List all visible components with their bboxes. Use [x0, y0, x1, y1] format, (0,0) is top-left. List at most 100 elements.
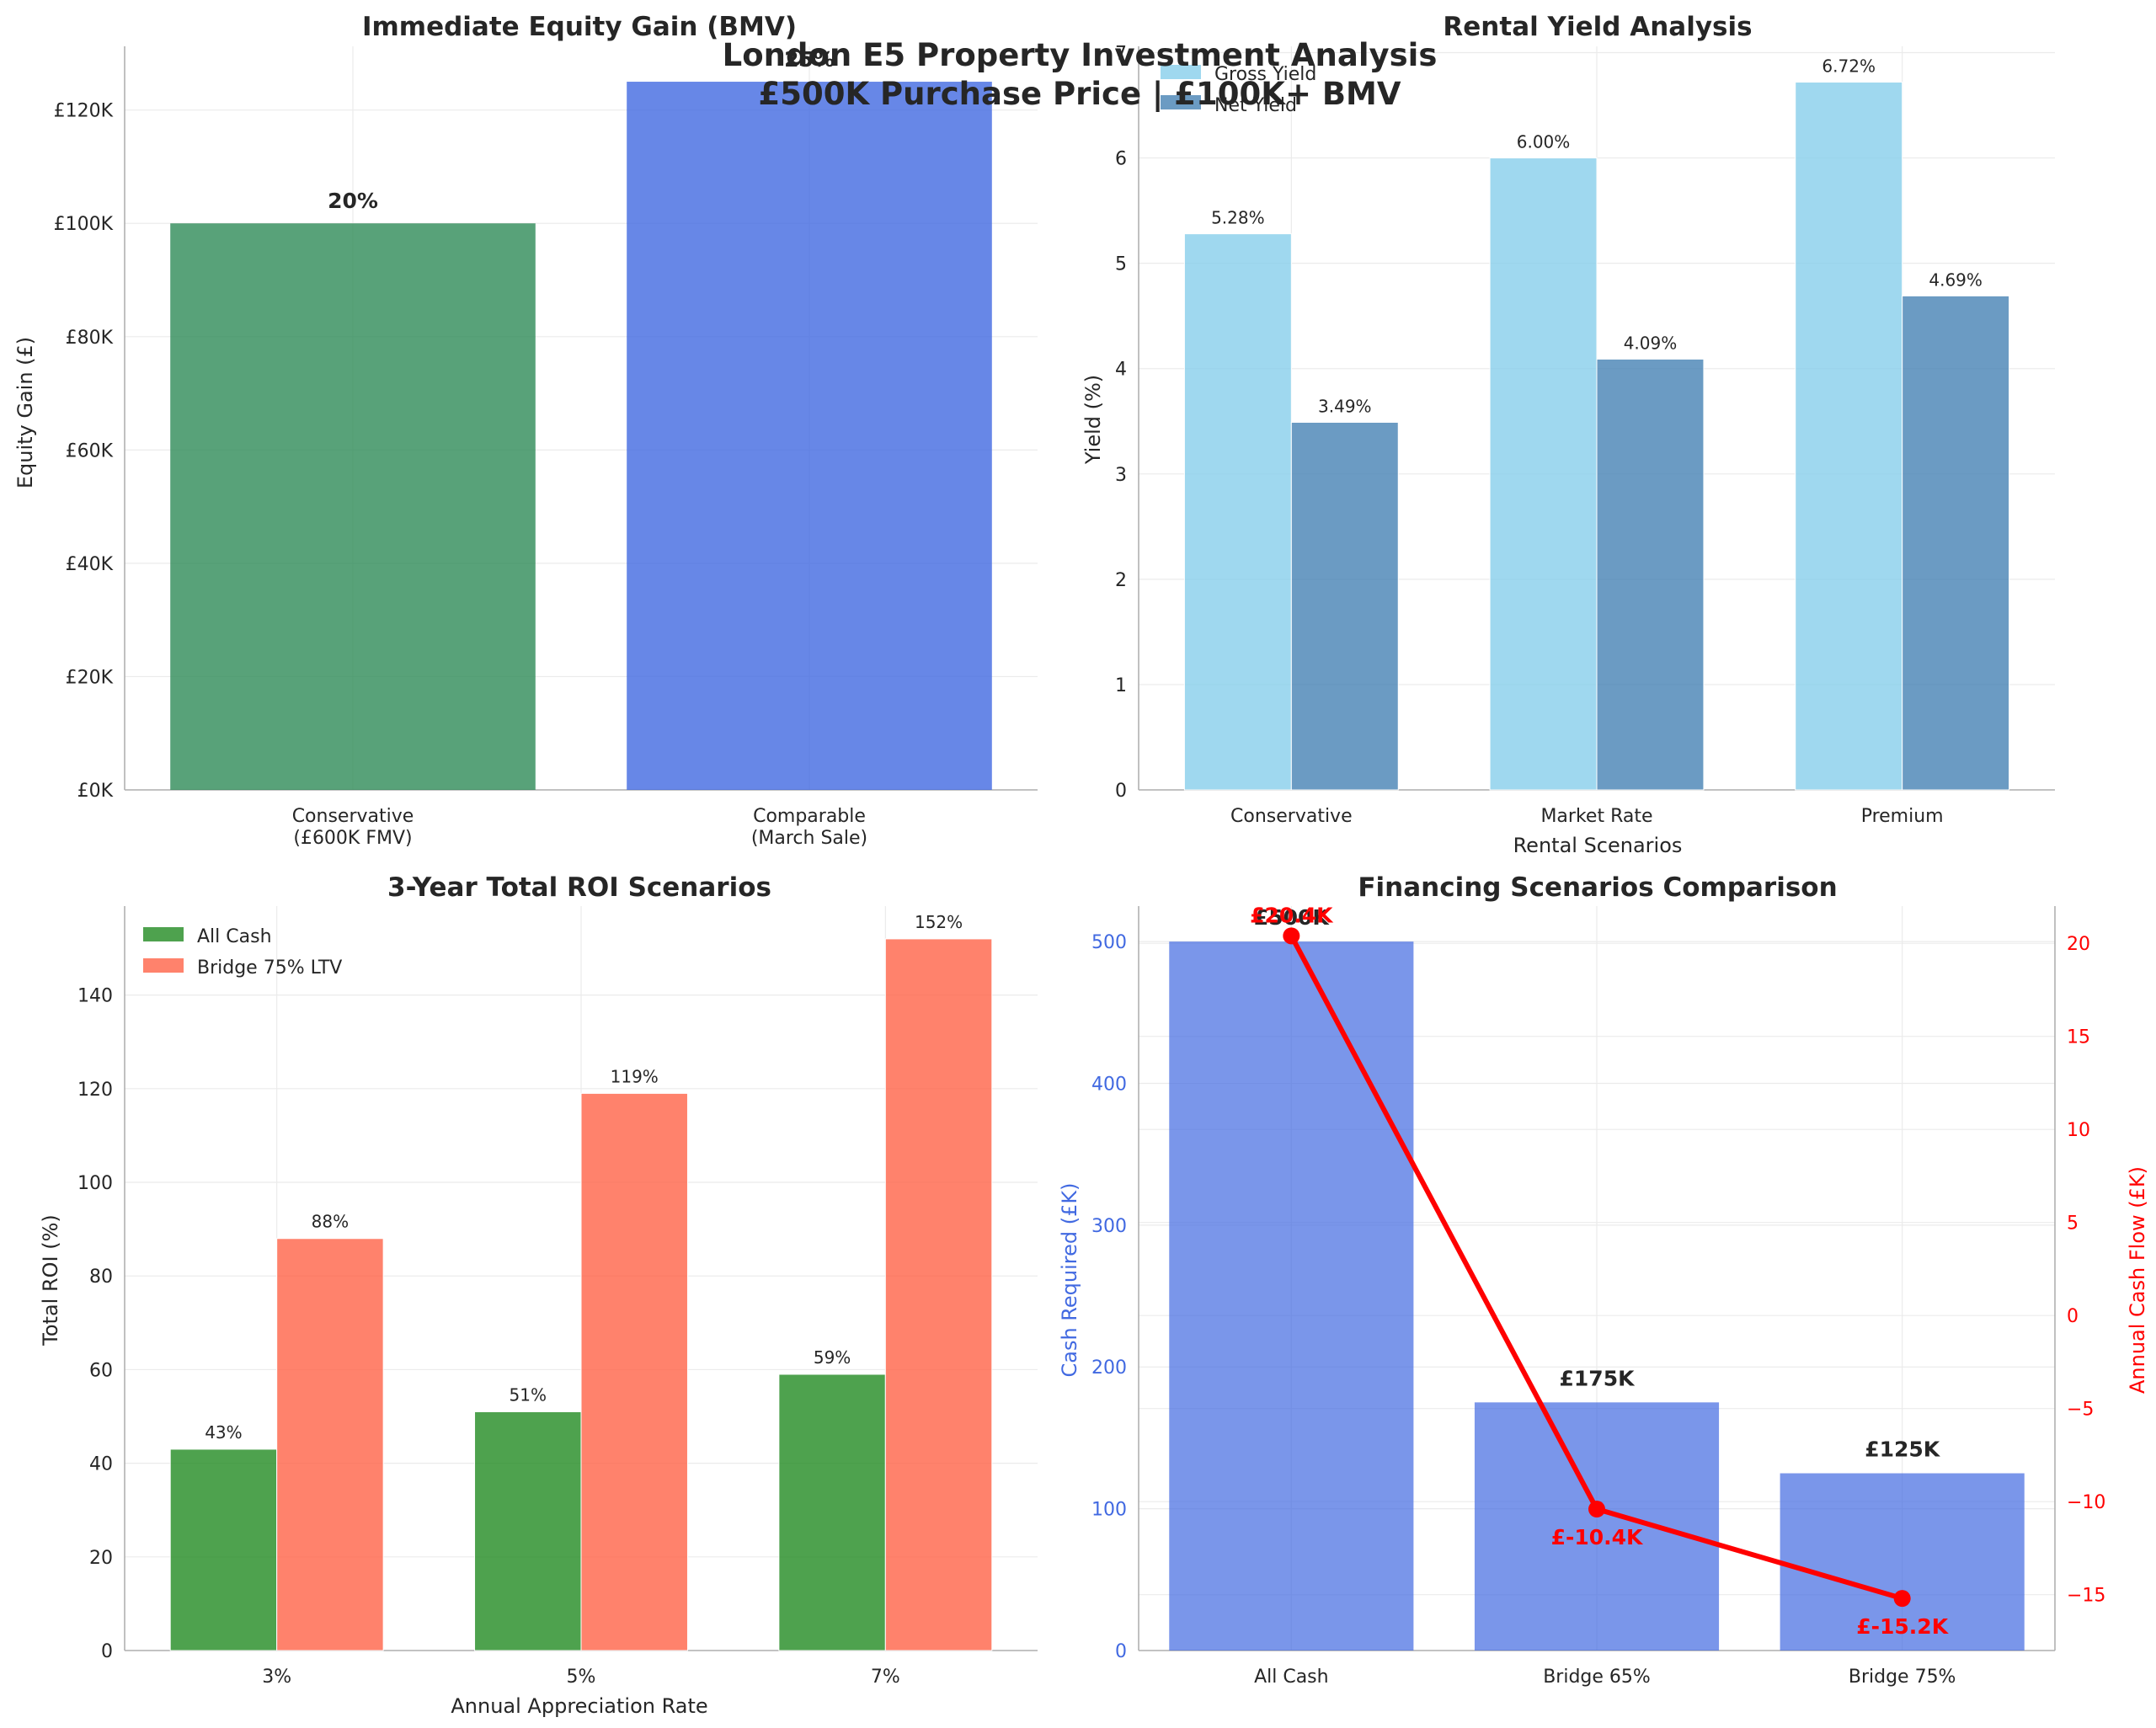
y-tick-label: 2: [1115, 570, 1127, 591]
x-tick-label-conservative-600k-fmv: (£600K FMV): [293, 828, 412, 849]
y-tick-label: 60: [89, 1360, 113, 1381]
financing-y-axis-label: Cash Required (£K): [1058, 1183, 1081, 1378]
y-tick-label: 1: [1115, 675, 1127, 696]
equity-bar-label: 25%: [784, 47, 835, 72]
y-tick-label: 100: [1091, 1500, 1127, 1521]
y-tick-label: 7: [1115, 44, 1127, 65]
cash-flow-point-bridge-75: [1893, 1590, 1911, 1608]
y-tick-label: 100: [77, 1173, 113, 1194]
legend-label-bridge-75: Bridge 75% LTV: [197, 957, 342, 979]
yield-bar-label: 6.72%: [1822, 56, 1876, 77]
legend-label-net-yield: Net Yield: [1214, 95, 1297, 116]
y-tick-label: 0: [1115, 781, 1127, 802]
x-tick-label-comparable-march-sale: Comparable: [753, 806, 866, 827]
y2-tick-label: 15: [2067, 1027, 2090, 1048]
legend-label-all-cash: All Cash: [197, 926, 272, 947]
cash-flow-label: £-15.2K: [1856, 1614, 1949, 1639]
y-tick-label: 300: [1091, 1216, 1127, 1237]
cash-bar-label: £500K: [1254, 905, 1331, 930]
financing-y2-axis-label: Annual Cash Flow (£K): [2126, 1166, 2149, 1394]
bar-net-yield-conservative: [1290, 422, 1399, 791]
y-tick-label: 20: [89, 1548, 113, 1569]
bar-all-cash-3: [169, 1448, 278, 1651]
y2-tick-label: −15: [2067, 1586, 2105, 1607]
roi-chart: 3-Year Total ROI Scenarios Total ROI (%)…: [39, 872, 1038, 1718]
y-tick-label: £80K: [66, 328, 114, 349]
yield-bar-label: 3.49%: [1318, 397, 1372, 417]
y-tick-label: £40K: [66, 554, 114, 575]
yield-chart-title: Rental Yield Analysis: [1443, 12, 1752, 42]
y-tick-label: 40: [89, 1454, 113, 1475]
yield-bar-label: 5.28%: [1211, 208, 1265, 228]
cash-bar-label: £175K: [1560, 1366, 1636, 1390]
cash-flow-label: £-10.4K: [1551, 1525, 1644, 1549]
x-tick-label-conservative: Conservative: [1230, 806, 1353, 827]
cash-flow-label: £20.4K: [1250, 903, 1334, 927]
legend-swatch-gross-yield: [1161, 65, 1201, 79]
yield-x-axis-label: Rental Scenarios: [1513, 834, 1683, 857]
legend-label-gross-yield: Gross Yield: [1214, 64, 1316, 85]
roi-y-axis-label: Total ROI (%): [39, 1214, 62, 1346]
y2-tick-label: 20: [2067, 934, 2090, 955]
x-tick-label-7: 7%: [871, 1667, 900, 1688]
bar-net-yield-market-rate: [1596, 358, 1705, 791]
cash-flow-point-all-cash: [1283, 927, 1300, 945]
x-tick-label-3: 3%: [262, 1667, 291, 1688]
financing-chart: Financing Scenarios Comparison Cash Requ…: [1058, 872, 2149, 1688]
y-tick-label: 0: [1115, 1641, 1127, 1662]
bar-all-cash-7: [778, 1373, 886, 1651]
rental-yield-chart: Rental Yield Analysis Yield (%) Rental S…: [1081, 12, 2055, 857]
y-tick-label: £0K: [77, 781, 114, 802]
y2-tick-label: 5: [2067, 1213, 2079, 1235]
equity-bar-comparable-march-sale: [627, 82, 992, 791]
y-tick-label: 500: [1091, 932, 1127, 953]
roi-bar-label: 59%: [814, 1347, 851, 1368]
cash-bar-label: £125K: [1865, 1437, 1941, 1462]
x-tick-label-bridge-75: Bridge 75%: [1849, 1667, 1956, 1688]
x-tick-label-premium: Premium: [1861, 806, 1944, 827]
y2-tick-label: 10: [2067, 1120, 2090, 1141]
financing-chart-title: Financing Scenarios Comparison: [1358, 872, 1837, 903]
roi-bar-label: 51%: [510, 1384, 547, 1405]
yield-bar-label: 4.69%: [1929, 269, 1983, 290]
bar-gross-yield-market-rate: [1489, 157, 1598, 791]
roi-x-axis-label: Annual Appreciation Rate: [451, 1694, 707, 1718]
y2-tick-label: −5: [2067, 1400, 2094, 1421]
y2-tick-label: −10: [2067, 1492, 2105, 1513]
y-tick-label: 5: [1115, 254, 1127, 275]
yield-bar-label: 6.00%: [1517, 132, 1571, 152]
roi-legend: All Cash Bridge 75% LTV: [143, 926, 342, 979]
y-tick-label: 4: [1115, 360, 1127, 381]
yield-legend: Gross Yield Net Yield: [1161, 64, 1316, 116]
yield-bar-label: 4.09%: [1624, 333, 1678, 353]
y-tick-label: £100K: [54, 214, 114, 235]
bar-all-cash-5: [474, 1411, 582, 1651]
x-tick-label-comparable-march-sale: (March Sale): [751, 828, 867, 849]
x-tick-label-all-cash: All Cash: [1254, 1667, 1329, 1688]
bar-gross-yield-premium: [1795, 82, 1903, 791]
equity-y-axis-label: Equity Gain (£): [13, 337, 37, 488]
roi-bar-label: 88%: [312, 1212, 349, 1232]
equity-gain-chart: Immediate Equity Gain (BMV) Equity Gain …: [13, 12, 1038, 849]
y-tick-label: 6: [1115, 149, 1127, 170]
yield-y-axis-label: Yield (%): [1081, 375, 1105, 465]
y-tick-label: £120K: [54, 101, 114, 122]
equity-chart-title: Immediate Equity Gain (BMV): [362, 12, 797, 42]
roi-chart-title: 3-Year Total ROI Scenarios: [387, 872, 771, 903]
cash-flow-point-bridge-65: [1588, 1501, 1605, 1518]
y-tick-label: 120: [77, 1080, 113, 1101]
legend-swatch-net-yield: [1161, 95, 1201, 109]
bar-gross-yield-conservative: [1183, 233, 1292, 791]
x-tick-label-market-rate: Market Rate: [1540, 806, 1652, 827]
y2-tick-label: 0: [2067, 1306, 2079, 1327]
x-tick-label-5: 5%: [567, 1667, 596, 1688]
cash-bar-bridge-65: [1474, 1402, 1720, 1651]
figure-title-line2: £500K Purchase Price | £100K+ BMV: [758, 76, 1401, 112]
y-tick-label: £20K: [66, 667, 114, 688]
x-tick-label-conservative-600k-fmv: Conservative: [292, 806, 414, 827]
roi-bar-label: 119%: [611, 1066, 659, 1086]
y-tick-label: £60K: [66, 440, 114, 461]
legend-swatch-all-cash: [143, 927, 184, 941]
roi-bar-label: 43%: [205, 1422, 242, 1443]
